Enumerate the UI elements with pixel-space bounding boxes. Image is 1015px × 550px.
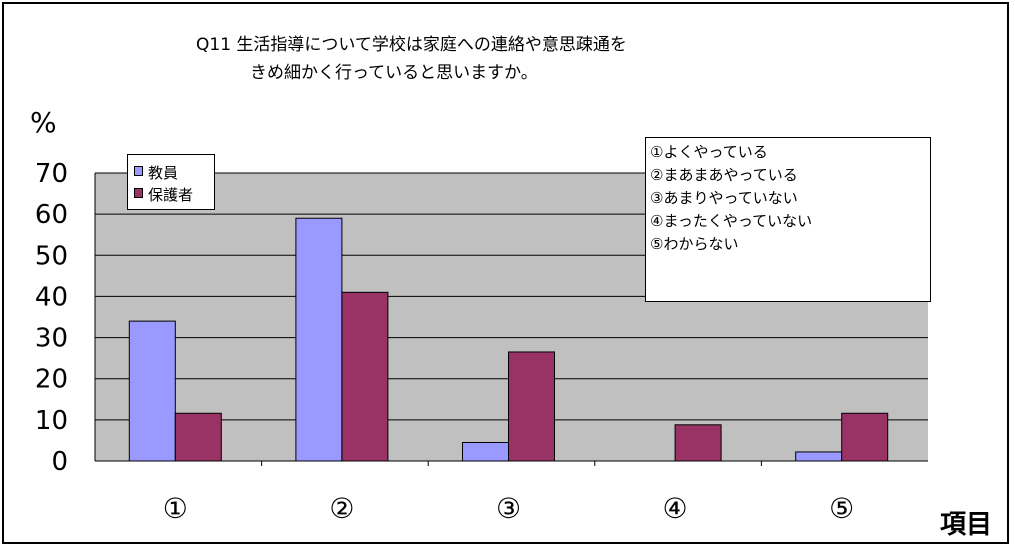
answer-key-item: ②まあまあやっている bbox=[650, 166, 798, 184]
bar-guardian-1 bbox=[174, 412, 222, 462]
y-tick-label: 40 bbox=[35, 282, 68, 312]
bar-teacher-2 bbox=[295, 217, 343, 462]
answer-key-item: ③あまりやっていない bbox=[650, 189, 798, 207]
chart-title-line-2: きめ細かく行っていると思いますか。 bbox=[250, 63, 538, 83]
x-axis-label: 項目 bbox=[940, 510, 993, 540]
legend: 教員 保護者 bbox=[127, 154, 215, 210]
y-tick-label: 10 bbox=[35, 406, 68, 436]
y-tick-label: 60 bbox=[35, 200, 68, 230]
answer-key-item: ④まったくやっていない bbox=[650, 212, 813, 230]
bar-teacher-1 bbox=[128, 320, 176, 462]
x-tick-label: ① bbox=[163, 492, 188, 525]
axes bbox=[94, 173, 928, 466]
legend-swatch-teacher bbox=[134, 166, 143, 176]
bar-guardian-3 bbox=[508, 351, 555, 462]
y-tick-label: 0 bbox=[51, 447, 68, 477]
bar-teacher-3 bbox=[462, 441, 509, 462]
bar-guardian-2 bbox=[341, 291, 389, 462]
bar-guardian-5 bbox=[841, 412, 889, 462]
legend-swatch-guardian bbox=[134, 188, 143, 198]
y-tick-label: 20 bbox=[35, 365, 68, 395]
x-tick-label: ② bbox=[329, 492, 354, 525]
answer-key-box: ①よくやっている ②まあまあやっている ③あまりやっていない ④まったくやってい… bbox=[645, 137, 931, 302]
y-tick-label: 30 bbox=[35, 324, 68, 354]
legend-label-teacher: 教員 bbox=[148, 164, 179, 182]
legend-label-guardian: 保護者 bbox=[148, 186, 194, 204]
x-tick-label: ③ bbox=[496, 492, 521, 525]
y-axis-label: % bbox=[30, 106, 57, 139]
x-tick-label: ⑤ bbox=[829, 492, 854, 525]
y-tick-label: 50 bbox=[35, 241, 68, 271]
answer-key-item: ⑤わからない bbox=[650, 235, 739, 253]
y-tick-label: 70 bbox=[35, 159, 68, 189]
y-tick-labels: 0 10 20 30 40 50 60 70 bbox=[35, 159, 68, 477]
x-tick-labels: ① ② ③ ④ ⑤ bbox=[163, 492, 855, 525]
bar-guardian-4 bbox=[674, 424, 722, 462]
bar-teacher-5 bbox=[795, 451, 843, 462]
chart-title-line-1: Q11 生活指導について学校は家庭への連絡や意思疎通を bbox=[196, 35, 627, 55]
x-tick-label: ④ bbox=[663, 492, 688, 525]
answer-key-item: ①よくやっている bbox=[650, 143, 768, 161]
bars bbox=[128, 217, 889, 462]
